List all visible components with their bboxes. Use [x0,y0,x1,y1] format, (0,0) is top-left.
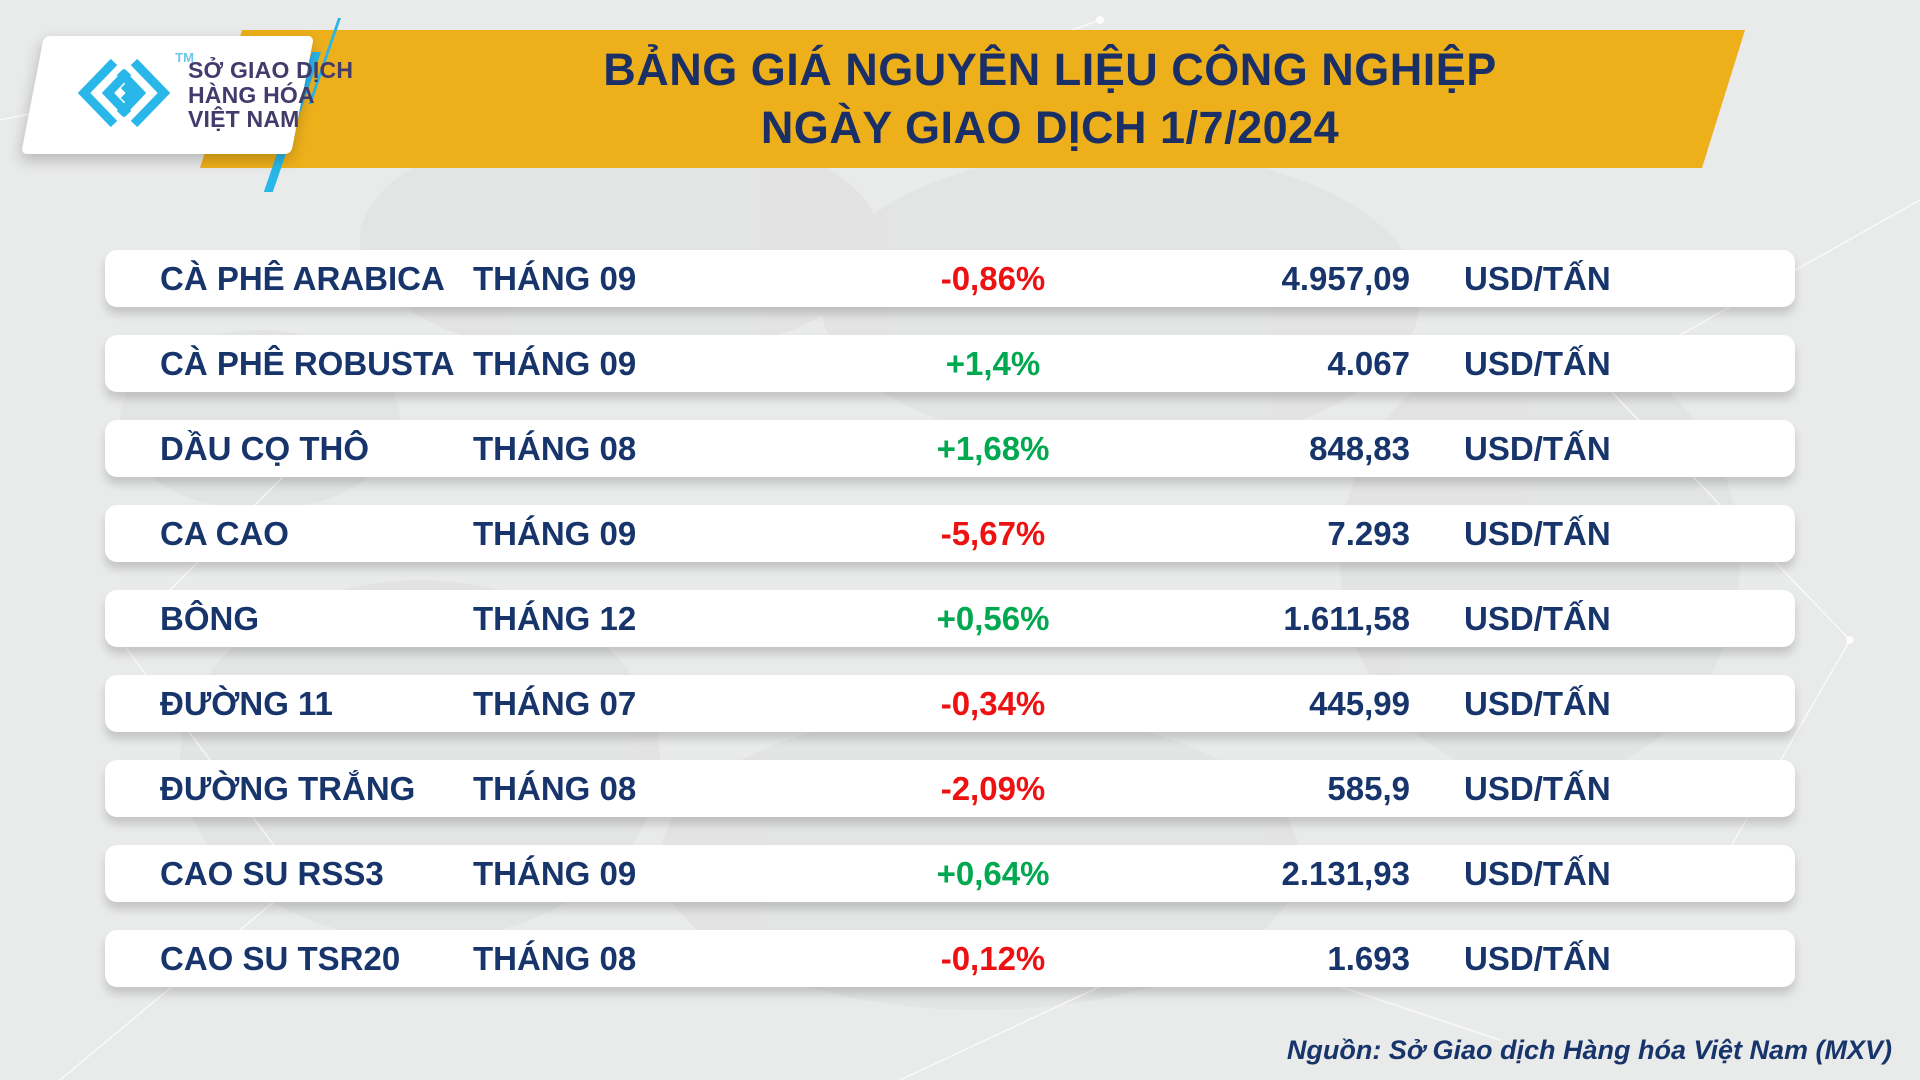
table-row: ĐƯỜNG 11 THÁNG 07 -0,34% 445,99 USD/TẤN [105,675,1795,732]
contract-month: THÁNG 07 [473,684,637,722]
unit-label: USD/TẤN [1464,344,1611,382]
unit-label: USD/TẤN [1464,514,1611,552]
unit-label: USD/TẤN [1464,259,1611,297]
percent-change: -2,09% [940,769,1046,807]
price-value: 4.957,09 [1281,259,1410,297]
price-value: 7.293 [1327,514,1410,552]
table-row: CAO SU RSS3 THÁNG 09 +0,64% 2.131,93 USD… [105,845,1795,902]
unit-label: USD/TẤN [1464,429,1611,467]
title-banner [200,30,1745,168]
title-line-1: BẢNG GIÁ NGUYÊN LIỆU CÔNG NGHIỆP [603,44,1497,96]
contract-month: THÁNG 09 [473,854,637,892]
mxv-logo: TM SỞ GIAO DỊCH HÀNG HÓA VIỆT NAM [21,36,353,154]
table-row: CÀ PHÊ ROBUSTA THÁNG 09 +1,4% 4.067 USD/… [105,335,1795,392]
commodity-name: CÀ PHÊ ARABICA [160,259,445,297]
table-row: BÔNG THÁNG 12 +0,56% 1.611,58 USD/TẤN [105,590,1795,647]
logo-text-line-3: VIỆT NAM [188,106,300,133]
price-value: 4.067 [1327,344,1410,382]
mxv-logo-text: SỞ GIAO DỊCH HÀNG HÓA VIỆT NAM [188,56,354,133]
table-row: CAO SU TSR20 THÁNG 08 -0,12% 1.693 USD/T… [105,930,1795,987]
logo-text-line-1: SỞ GIAO DỊCH [188,56,354,83]
contract-month: THÁNG 09 [473,259,637,297]
percent-change: -0,86% [940,259,1046,297]
percent-change: +1,4% [945,344,1041,382]
contract-month: THÁNG 08 [473,939,637,977]
unit-label: USD/TẤN [1464,939,1611,977]
table-row: CÀ PHÊ ARABICA THÁNG 09 -0,86% 4.957,09 … [105,250,1795,307]
unit-label: USD/TẤN [1464,769,1611,807]
percent-change: +1,68% [936,429,1050,467]
unit-label: USD/TẤN [1464,599,1611,637]
commodity-name: CA CAO [160,514,289,552]
trademark-symbol: TM [175,49,194,65]
table-row: CA CAO THÁNG 09 -5,67% 7.293 USD/TẤN [105,505,1795,562]
commodity-name: BÔNG [160,599,259,637]
commodity-name: CAO SU TSR20 [160,939,401,977]
price-value: 585,9 [1327,769,1410,807]
price-value: 2.131,93 [1281,854,1410,892]
percent-change: -0,12% [940,939,1046,977]
price-value: 1.611,58 [1283,599,1410,637]
unit-label: USD/TẤN [1464,854,1611,892]
mxv-logo-icon: TM [70,50,194,137]
contract-month: THÁNG 08 [473,429,637,467]
unit-label: USD/TẤN [1464,684,1611,722]
percent-change: -5,67% [940,514,1046,552]
table-row: ĐƯỜNG TRẮNG THÁNG 08 -2,09% 585,9 USD/TẤ… [105,760,1795,817]
commodity-name: ĐƯỜNG TRẮNG [160,769,416,807]
price-value: 445,99 [1309,684,1410,722]
commodity-name: DẦU CỌ THÔ [160,429,369,467]
contract-month: THÁNG 09 [473,514,637,552]
percent-change: -0,34% [940,684,1046,722]
price-value: 848,83 [1309,429,1410,467]
price-value: 1.693 [1327,939,1410,977]
logo-text-line-2: HÀNG HÓA [188,81,315,108]
contract-month: THÁNG 12 [473,599,637,637]
percent-change: +0,64% [936,854,1050,892]
contract-month: THÁNG 09 [473,344,637,382]
price-table: CÀ PHÊ ARABICA THÁNG 09 -0,86% 4.957,09 … [105,250,1795,1015]
title-line-2: NGÀY GIAO DỊCH 1/7/2024 [760,102,1340,153]
commodity-name: ĐƯỜNG 11 [160,684,333,722]
commodity-name: CAO SU RSS3 [160,854,384,892]
contract-month: THÁNG 08 [473,769,637,807]
page-title: BẢNG GIÁ NGUYÊN LIỆU CÔNG NGHIỆP NGÀY GI… [300,34,1800,164]
source-attribution: Nguồn: Sở Giao dịch Hàng hóa Việt Nam (M… [1286,1035,1892,1065]
percent-change: +0,56% [936,599,1050,637]
commodity-name: CÀ PHÊ ROBUSTA [160,344,455,382]
table-row: DẦU CỌ THÔ THÁNG 08 +1,68% 848,83 USD/TẤ… [105,420,1795,477]
